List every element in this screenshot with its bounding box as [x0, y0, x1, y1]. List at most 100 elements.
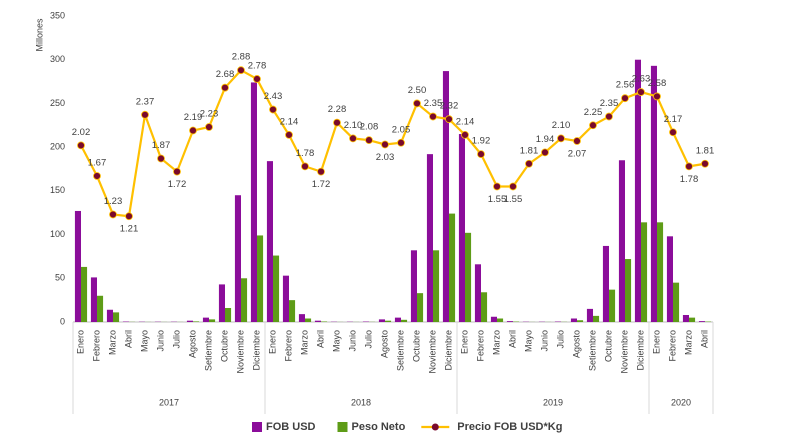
bar — [193, 321, 200, 322]
price-label: 2.10 — [552, 120, 571, 131]
x-tick-label: Enero — [267, 330, 277, 354]
bar — [698, 321, 705, 322]
x-tick-label: Julio — [171, 330, 181, 349]
price-label: 2.35 — [424, 98, 443, 109]
bar — [570, 318, 577, 322]
price-marker — [605, 112, 613, 121]
bar — [689, 317, 696, 322]
x-tick-label: Agosto — [571, 330, 581, 358]
price-label: 2.58 — [648, 78, 667, 89]
x-tick-label: Junio — [347, 330, 357, 352]
price-label: 2.19 — [184, 112, 203, 123]
x-tick-label: Diciembre — [251, 330, 261, 371]
bar — [577, 320, 584, 322]
price-label: 2.03 — [376, 152, 395, 163]
price-marker — [301, 162, 309, 171]
price-marker — [653, 92, 661, 101]
bar — [609, 289, 616, 322]
x-tick-label: Noviembre — [427, 330, 437, 374]
x-tick-label: Setiembre — [395, 330, 405, 371]
bar — [282, 275, 289, 322]
price-label: 2.17 — [664, 114, 683, 125]
price-label: 1.78 — [680, 174, 699, 185]
bar — [657, 222, 664, 322]
price-marker — [621, 94, 629, 103]
price-marker — [125, 212, 133, 221]
year-label: 2020 — [671, 397, 691, 407]
price-label: 2.78 — [248, 60, 267, 71]
bar — [593, 315, 600, 322]
bar — [225, 308, 232, 322]
x-tick-label: Junio — [539, 330, 549, 352]
bar — [618, 160, 625, 322]
bar — [666, 236, 673, 322]
x-tick-label: Mayo — [523, 330, 533, 352]
price-marker — [269, 105, 277, 114]
x-tick-label: Abril — [123, 330, 133, 348]
bar — [273, 255, 280, 322]
bar — [394, 317, 401, 322]
price-marker — [573, 137, 581, 145]
x-tick-label: Agosto — [187, 330, 197, 358]
bar — [458, 134, 465, 322]
price-label: 2.05 — [392, 124, 411, 135]
price-marker — [701, 159, 709, 168]
y-tick-label: 350 — [50, 10, 65, 20]
x-tick-label: Julio — [363, 330, 373, 349]
price-label: 2.37 — [136, 96, 155, 107]
price-label: 2.14 — [456, 116, 475, 127]
price-label: 1.67 — [88, 158, 107, 169]
x-tick-label: Marzo — [683, 330, 693, 355]
price-marker — [285, 131, 293, 139]
x-tick-label: Junio — [155, 330, 165, 352]
bar — [602, 245, 609, 322]
price-label: 2.14 — [280, 116, 299, 127]
price-marker — [157, 154, 165, 163]
price-marker — [589, 121, 597, 130]
price-marker — [669, 128, 677, 137]
price-label: 2.32 — [440, 101, 459, 112]
bar — [218, 284, 225, 322]
price-label: 1.87 — [152, 140, 171, 151]
bar — [186, 320, 193, 322]
x-tick-label: Setiembre — [587, 330, 597, 371]
bar — [625, 259, 632, 322]
price-label: 2.28 — [328, 104, 347, 115]
price-marker — [637, 88, 645, 96]
price-label: 2.25 — [584, 107, 603, 118]
bar — [442, 71, 449, 322]
price-label: 2.08 — [360, 122, 379, 133]
price-label: 2.35 — [600, 98, 619, 109]
x-tick-label: Abril — [507, 330, 517, 348]
bar — [449, 213, 456, 322]
bar — [113, 312, 120, 322]
x-tick-label: Agosto — [379, 330, 389, 358]
price-marker — [253, 75, 261, 83]
price-label: 1.55 — [504, 194, 523, 205]
price-marker — [429, 112, 437, 121]
x-tick-label: Octubre — [411, 330, 421, 362]
x-tick-label: Abril — [315, 330, 325, 348]
bar — [378, 319, 385, 322]
legend-swatch — [337, 422, 348, 432]
price-marker — [413, 99, 421, 108]
price-label: 1.72 — [168, 179, 187, 190]
price-label: 1.81 — [520, 145, 539, 156]
price-label: 1.23 — [104, 196, 123, 207]
bar — [474, 264, 481, 322]
bar — [234, 195, 241, 322]
price-marker — [557, 134, 565, 143]
bar — [481, 292, 488, 322]
bar — [250, 82, 257, 323]
bar — [497, 318, 504, 322]
year-label: 2019 — [543, 397, 563, 407]
x-tick-label: Marzo — [107, 330, 117, 355]
y-tick-label: 200 — [50, 142, 65, 152]
price-marker — [221, 83, 229, 92]
price-label: 2.07 — [568, 149, 587, 160]
price-marker — [317, 167, 325, 176]
x-tick-label: Marzo — [491, 330, 501, 355]
price-label: 2.10 — [344, 120, 363, 131]
bar — [97, 295, 104, 322]
bar — [305, 318, 312, 322]
